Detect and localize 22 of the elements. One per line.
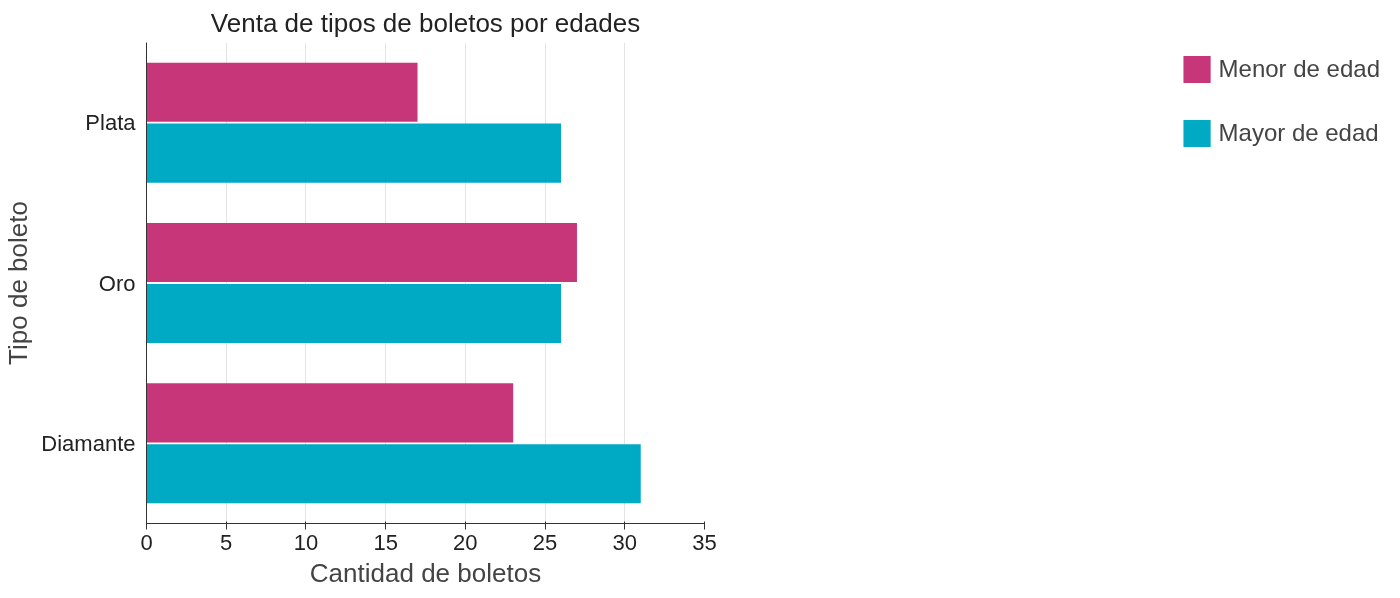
x-tick-label: 15 <box>373 529 398 555</box>
x-tick-label: 35 <box>692 529 717 555</box>
x-tick-label: 10 <box>293 529 319 555</box>
bar <box>146 62 418 122</box>
y-axis-title: Tipo de boleto <box>3 201 34 365</box>
x-axis-title: Cantidad de boletos <box>309 557 542 588</box>
y-tick-label: Plata <box>85 110 137 136</box>
bar <box>146 123 562 183</box>
bar <box>146 222 577 283</box>
y-tick-label: Diamante <box>41 430 136 456</box>
y-tick-label: Oro <box>98 270 136 296</box>
bar <box>146 444 641 504</box>
bar <box>146 283 562 344</box>
legend-label: Mayor de edad <box>1218 119 1379 147</box>
x-tick-label: 0 <box>140 529 153 555</box>
legend-label: Menor de edad <box>1218 55 1380 83</box>
x-tick-label: 30 <box>612 529 638 555</box>
x-tick-label: 20 <box>453 529 478 555</box>
x-tick-label: 25 <box>532 529 558 555</box>
x-tick-label: 5 <box>220 529 233 555</box>
bar <box>146 383 514 443</box>
chart-title: Venta de tipos de boletos por edades <box>210 7 641 38</box>
